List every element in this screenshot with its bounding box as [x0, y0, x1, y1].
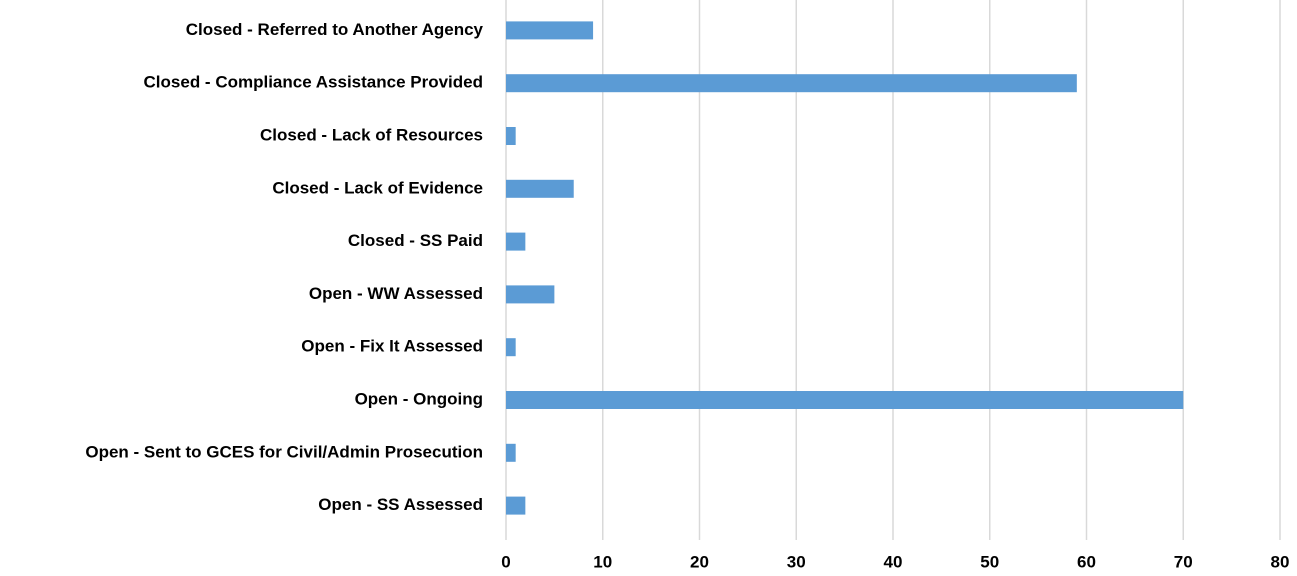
bar	[506, 21, 594, 40]
x-tick-label: 80	[1271, 552, 1290, 571]
y-tick-label: Closed - Referred to Another Agency	[186, 20, 484, 39]
bar	[506, 391, 1184, 409]
x-tick-label: 30	[787, 552, 806, 571]
y-tick-label: Open - SS Assessed	[318, 495, 483, 514]
x-tick-label: 70	[1174, 552, 1193, 571]
y-tick-label: Closed - Lack of Resources	[260, 125, 483, 144]
bar	[506, 74, 1077, 93]
y-tick-label: Open - WW Assessed	[309, 284, 483, 303]
bar	[506, 179, 574, 198]
x-tick-label: 0	[501, 552, 510, 571]
bar	[506, 443, 516, 462]
x-tick-label: 60	[1077, 552, 1096, 571]
x-tick-label: 20	[690, 552, 709, 571]
y-tick-label: Closed - Lack of Evidence	[272, 178, 483, 197]
bar	[506, 127, 516, 145]
bar	[506, 232, 526, 251]
x-tick-label: 40	[884, 552, 903, 571]
bar	[506, 285, 555, 304]
x-tick-label: 50	[980, 552, 999, 571]
y-tick-label: Closed - SS Paid	[348, 231, 483, 250]
bar	[506, 496, 526, 515]
y-tick-label: Open - Sent to GCES for Civil/Admin Pros…	[85, 442, 483, 461]
y-tick-label: Open - Ongoing	[355, 389, 483, 408]
bar	[506, 338, 516, 357]
y-tick-label: Closed - Compliance Assistance Provided	[144, 73, 483, 92]
x-tick-label: 10	[593, 552, 612, 571]
y-tick-label: Open - Fix It Assessed	[301, 337, 483, 356]
